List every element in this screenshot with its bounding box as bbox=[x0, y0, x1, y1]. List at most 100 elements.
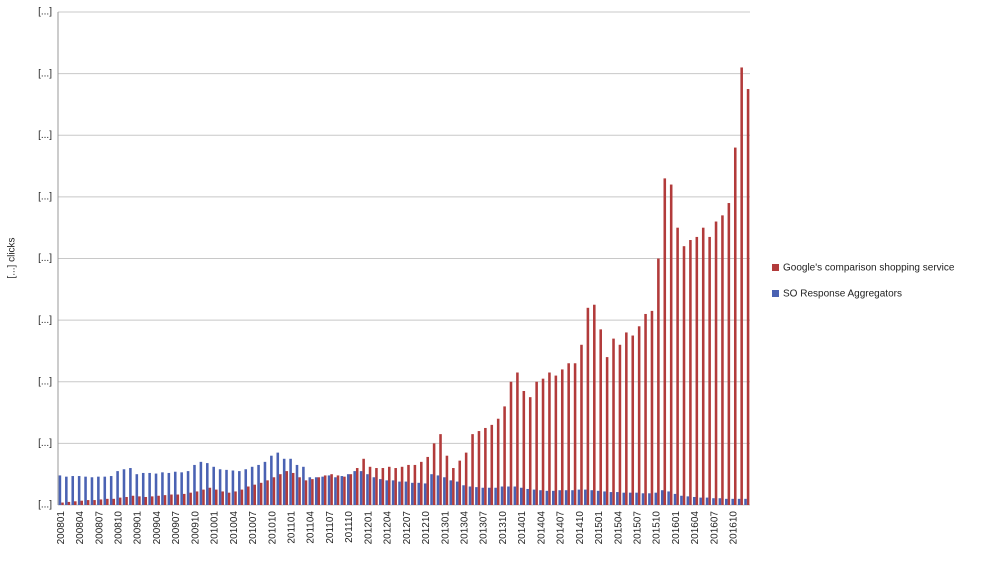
bar bbox=[308, 477, 312, 505]
bar bbox=[740, 67, 743, 506]
bar bbox=[407, 464, 410, 505]
bar bbox=[157, 495, 160, 505]
bar bbox=[644, 313, 647, 505]
bar bbox=[471, 434, 474, 505]
bar bbox=[86, 500, 90, 505]
bar bbox=[420, 461, 423, 505]
bar bbox=[622, 492, 626, 505]
bar bbox=[516, 372, 519, 505]
bar bbox=[129, 468, 132, 505]
bar bbox=[593, 304, 596, 505]
x-tick-label: 201007 bbox=[248, 511, 259, 545]
bar bbox=[141, 472, 145, 505]
bar bbox=[343, 476, 346, 505]
x-tick-label: 201401 bbox=[517, 511, 528, 545]
x-tick-label: 201004 bbox=[229, 511, 240, 545]
bar bbox=[580, 344, 583, 505]
bar bbox=[125, 496, 128, 505]
x-tick-label: 200801 bbox=[56, 511, 67, 545]
bar bbox=[669, 184, 673, 506]
x-tick-label: 201207 bbox=[402, 511, 413, 545]
bar bbox=[298, 477, 301, 505]
bar bbox=[477, 431, 481, 505]
bar bbox=[321, 476, 324, 505]
bar bbox=[475, 487, 478, 505]
bar bbox=[605, 357, 609, 505]
bar bbox=[721, 215, 724, 506]
bar bbox=[193, 464, 196, 505]
bar bbox=[381, 468, 385, 505]
bar bbox=[445, 455, 449, 505]
x-tick-label: 201604 bbox=[690, 511, 701, 545]
bar bbox=[366, 474, 369, 505]
bar bbox=[660, 490, 664, 505]
y-tick-label: [...] bbox=[38, 7, 52, 18]
bar bbox=[97, 476, 100, 505]
bar bbox=[554, 375, 558, 505]
bar bbox=[596, 490, 600, 505]
bar bbox=[80, 500, 83, 505]
x-tick-label: 201307 bbox=[479, 511, 490, 545]
legend-label: Google's comparison shopping service bbox=[783, 263, 955, 274]
bar bbox=[122, 469, 126, 505]
bar bbox=[490, 424, 494, 505]
bar bbox=[84, 476, 87, 505]
bar bbox=[746, 89, 750, 505]
bar bbox=[148, 472, 151, 505]
bar bbox=[599, 329, 602, 505]
bar bbox=[375, 468, 378, 505]
bar bbox=[272, 477, 276, 505]
bar bbox=[458, 460, 462, 505]
x-tick-label: 201504 bbox=[613, 511, 624, 545]
bar bbox=[744, 498, 747, 505]
x-tick-label: 200804 bbox=[75, 511, 86, 545]
y-axis-label: [...] clicks bbox=[7, 237, 18, 278]
bar bbox=[552, 490, 555, 505]
bar bbox=[208, 487, 212, 505]
bar bbox=[400, 466, 404, 505]
x-tick-label: 201104 bbox=[306, 511, 317, 544]
y-tick-label: [...] bbox=[38, 376, 52, 387]
bar bbox=[725, 498, 728, 505]
bar bbox=[225, 469, 228, 505]
x-tick-label: 201607 bbox=[709, 511, 720, 545]
bar bbox=[616, 492, 619, 505]
bar bbox=[509, 381, 513, 505]
bar bbox=[259, 482, 263, 505]
bar bbox=[112, 498, 116, 505]
bar bbox=[176, 494, 180, 505]
bar bbox=[618, 344, 622, 505]
bar bbox=[398, 481, 401, 505]
x-tick-label: 201304 bbox=[460, 511, 471, 545]
bar bbox=[295, 464, 299, 505]
bar bbox=[279, 474, 282, 505]
bar bbox=[686, 496, 690, 505]
bar bbox=[718, 498, 722, 505]
bar bbox=[737, 498, 741, 505]
bar bbox=[443, 477, 446, 505]
bar bbox=[304, 480, 308, 505]
bar bbox=[214, 489, 218, 505]
bar bbox=[109, 476, 113, 505]
x-tick-label: 200910 bbox=[190, 511, 201, 545]
bar bbox=[227, 492, 231, 505]
bar bbox=[282, 458, 286, 505]
x-tick-label: 201407 bbox=[556, 511, 567, 545]
bar bbox=[150, 496, 154, 505]
bar bbox=[336, 475, 340, 505]
bar bbox=[462, 485, 465, 505]
bar bbox=[180, 472, 183, 505]
bar bbox=[163, 495, 167, 505]
bar bbox=[727, 203, 731, 505]
bar bbox=[731, 498, 734, 505]
bar bbox=[355, 468, 359, 505]
bar bbox=[682, 246, 686, 506]
x-tick-label: 200901 bbox=[133, 511, 144, 545]
bar bbox=[116, 471, 119, 505]
bar bbox=[413, 464, 417, 505]
bar bbox=[650, 310, 654, 505]
bar bbox=[234, 491, 237, 505]
y-tick-label: [...] bbox=[38, 438, 52, 449]
bar bbox=[391, 480, 395, 505]
